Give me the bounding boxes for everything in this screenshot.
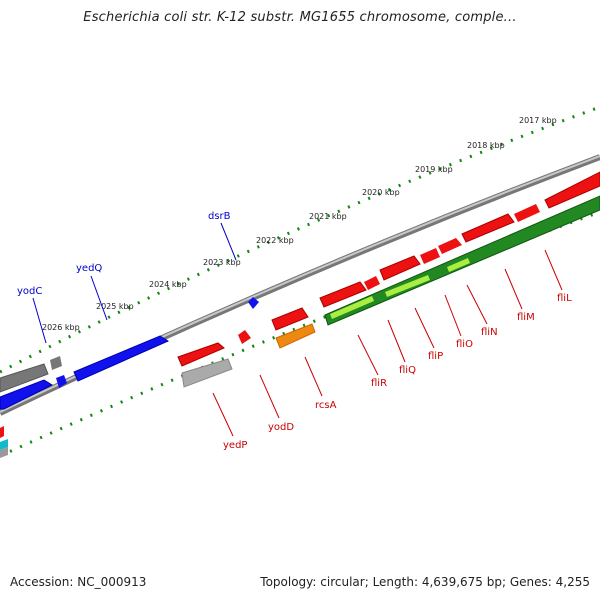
map-title: Escherichia coli str. K-12 substr. MG165… [83,10,517,25]
gene-arrow-gray-small[interactable] [50,356,62,370]
kbp-label: 2020 kbp [362,188,400,197]
kbp-label: 2026 kbp [42,323,80,332]
gene-label-fliL[interactable]: fliL [557,293,572,304]
kbp-label: 2024 kbp [149,280,187,289]
label-line [32,297,47,344]
kbp-label: 2019 kbp [415,165,453,174]
gene-arrow-right[interactable] [544,171,600,209]
gene-arrow-fliQ[interactable] [364,276,380,290]
label-line [212,392,234,437]
genes-label: Genes: [509,575,552,589]
gene-arrow-rcsA-cds[interactable] [275,323,316,349]
gene-arrow-fliM[interactable] [461,213,515,243]
kbp-label: 2022 kbp [256,236,294,245]
gene-arrow-yedP-cds[interactable] [181,358,233,388]
cds-band-light-3[interactable] [447,258,470,272]
label-line [357,334,379,376]
cds-band-light-2[interactable] [385,275,430,297]
gene-arrow-yodC[interactable] [0,379,54,410]
gene-label-fliO[interactable]: fliO [456,339,473,350]
label-line [414,307,435,349]
accession-label: Accession: [10,575,74,589]
gene-arrow-yedQ[interactable] [73,335,170,382]
gene-label-fliR[interactable]: fliR [371,378,387,389]
gene-arrow-yodD[interactable] [238,330,251,344]
topology-label: Topology: [260,575,317,589]
gene-label-dsrB[interactable]: dsrB [208,211,231,222]
label-line [387,319,406,363]
label-line [466,284,488,325]
gene-arrow-cyan-left[interactable] [0,439,8,450]
length-label: Length: [372,575,419,589]
label-line [544,249,563,291]
label-line [504,268,523,310]
topology-value: circular [320,575,365,589]
gene-label-fliQ[interactable]: fliQ [399,365,416,376]
gene-arrow-fliO[interactable] [420,248,440,264]
gene-label-fliP[interactable]: fliP [428,351,443,362]
gene-arrow-fliN[interactable] [438,238,462,254]
gene-arrow-gray-left[interactable] [0,447,8,458]
label-line [220,222,237,261]
gene-arrow-fliL[interactable] [514,204,540,222]
label-line [90,275,108,321]
gene-arrow-yedP[interactable] [177,342,225,367]
genes-value: 4,255 [555,575,590,589]
kbp-label: 2025 kbp [96,302,134,311]
accession-info: Accession: NC_000913 [10,575,146,589]
kbp-label: 2017 kbp [519,116,557,125]
kbp-label: 2018 kbp [467,141,505,150]
accession-value: NC_000913 [77,575,147,589]
gene-label-rcsA[interactable]: rcsA [315,400,337,411]
gene-label-yedP[interactable]: yedP [223,440,247,451]
topology-info: Topology: circular; Length: 4,639,675 bp… [260,575,590,589]
gene-label-fliN[interactable]: fliN [481,327,498,338]
label-line [259,374,280,419]
cds-band-light-1[interactable] [330,296,374,319]
gene-label-fliM[interactable]: fliM [517,312,535,323]
length-value: 4,639,675 bp [421,575,502,589]
gene-arrow-fliP[interactable] [379,255,421,281]
gene-arrow-rcsA[interactable] [271,307,309,331]
gene-arrow-small-blue[interactable] [56,375,67,388]
kbp-label: 2021 kbp [309,212,347,221]
kbp-label: 2023 kbp [203,258,241,267]
gene-arrow-fliR[interactable] [319,281,367,308]
gene-arrow-dsrB[interactable] [248,297,259,309]
label-line [444,294,462,337]
gene-label-yodD[interactable]: yodD [268,422,294,433]
gene-label-yodC[interactable]: yodC [17,286,42,297]
gene-label-yedQ[interactable]: yedQ [76,263,102,274]
label-line [304,356,323,397]
gene-arrow-red-left[interactable] [0,426,4,438]
gene-arrow-gray-top[interactable] [0,363,49,393]
